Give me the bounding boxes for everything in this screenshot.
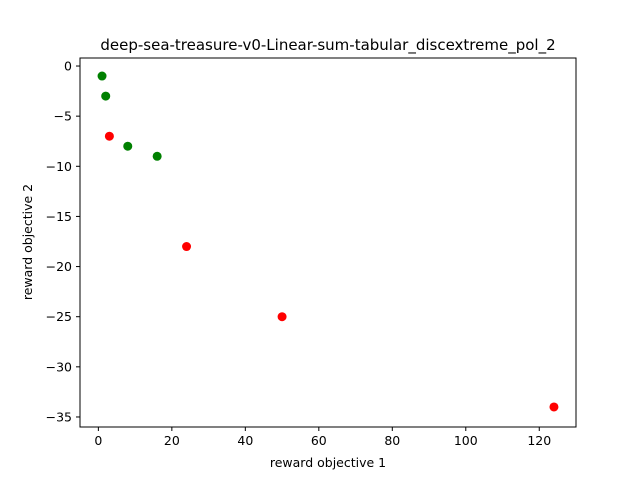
y-tick-label: 0 xyxy=(64,59,72,74)
points-layer xyxy=(97,71,559,412)
x-tick-label: 120 xyxy=(527,433,551,448)
x-tick-label: 100 xyxy=(454,433,478,448)
x-axis-ticks: 0 20 40 60 80 100 120 xyxy=(94,427,551,448)
x-axis-label: reward objective 1 xyxy=(270,455,386,470)
x-tick-label: 0 xyxy=(94,433,102,448)
x-tick-label: 20 xyxy=(164,433,180,448)
y-tick-label: −25 xyxy=(46,309,72,324)
data-point xyxy=(152,151,162,161)
y-tick-label: −5 xyxy=(54,109,72,124)
y-tick-label: −20 xyxy=(46,259,72,274)
chart-title: deep-sea-treasure-v0-Linear-sum-tabular_… xyxy=(100,36,555,55)
data-point xyxy=(123,141,133,151)
x-tick-label: 80 xyxy=(384,433,400,448)
x-tick-label: 60 xyxy=(311,433,327,448)
y-tick-label: −10 xyxy=(46,159,72,174)
y-tick-label: −30 xyxy=(46,359,72,374)
y-axis-label: reward objective 2 xyxy=(20,184,35,300)
data-point xyxy=(104,131,114,141)
data-point xyxy=(101,91,111,101)
data-point xyxy=(182,242,192,252)
data-point xyxy=(549,402,559,412)
data-point xyxy=(97,71,107,81)
x-tick-label: 40 xyxy=(237,433,253,448)
plot-frame xyxy=(79,57,577,428)
data-point xyxy=(277,312,287,322)
y-tick-label: −15 xyxy=(46,209,72,224)
y-tick-label: −35 xyxy=(46,409,72,424)
y-axis-ticks: 0 −5 −10 −15 −20 −25 −30 −35 xyxy=(46,59,80,424)
